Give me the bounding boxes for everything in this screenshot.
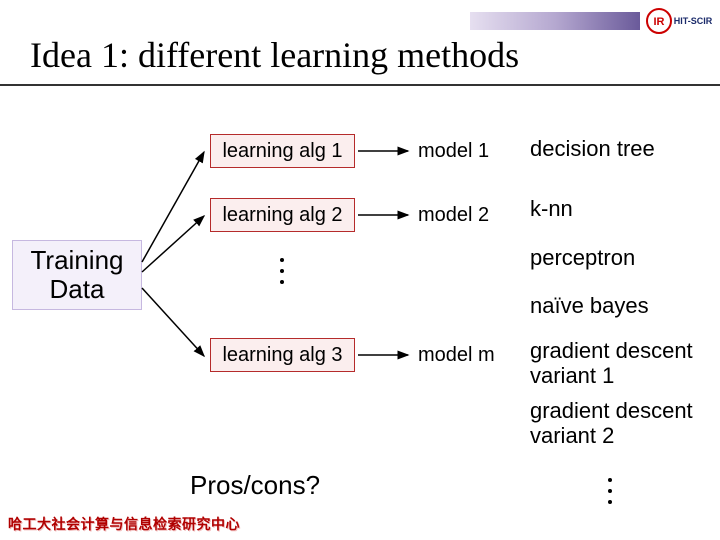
vertical-ellipsis-icon	[608, 478, 612, 504]
logo-text: HIT-SCIR	[674, 16, 713, 26]
vertical-ellipsis-icon	[280, 258, 284, 284]
learning-alg-box: learning alg 2	[210, 198, 355, 232]
hit-scir-logo: IR HIT-SCIR	[640, 7, 718, 35]
header-bar: IR HIT-SCIR	[470, 8, 720, 34]
learning-alg-label: learning alg 2	[222, 204, 342, 227]
learning-alg-box: learning alg 3	[210, 338, 355, 372]
method-label: k-nn	[530, 196, 573, 222]
method-label: decision tree	[530, 136, 655, 162]
method-label: perceptron	[530, 245, 635, 271]
learning-alg-label: learning alg 3	[222, 344, 342, 367]
pros-cons-text: Pros/cons?	[190, 470, 320, 501]
training-data-label: Training Data	[31, 246, 124, 303]
slide-title: Idea 1: different learning methods	[30, 34, 519, 76]
learning-alg-box: learning alg 1	[210, 134, 355, 168]
model-label: model 1	[418, 140, 489, 163]
training-data-box: Training Data	[12, 240, 142, 310]
title-underline	[0, 84, 720, 86]
method-label: gradient descent variant 1	[530, 338, 710, 389]
header-gradient	[470, 12, 640, 30]
method-label: gradient descent variant 2	[530, 398, 710, 449]
model-label: model 2	[418, 204, 489, 227]
method-label: naïve bayes	[530, 293, 649, 319]
footer-chinese-text: 哈工大社会计算与信息检索研究中心	[8, 514, 240, 534]
model-label: model m	[418, 344, 495, 367]
svg-text:IR: IR	[653, 16, 664, 28]
learning-alg-label: learning alg 1	[222, 140, 342, 163]
